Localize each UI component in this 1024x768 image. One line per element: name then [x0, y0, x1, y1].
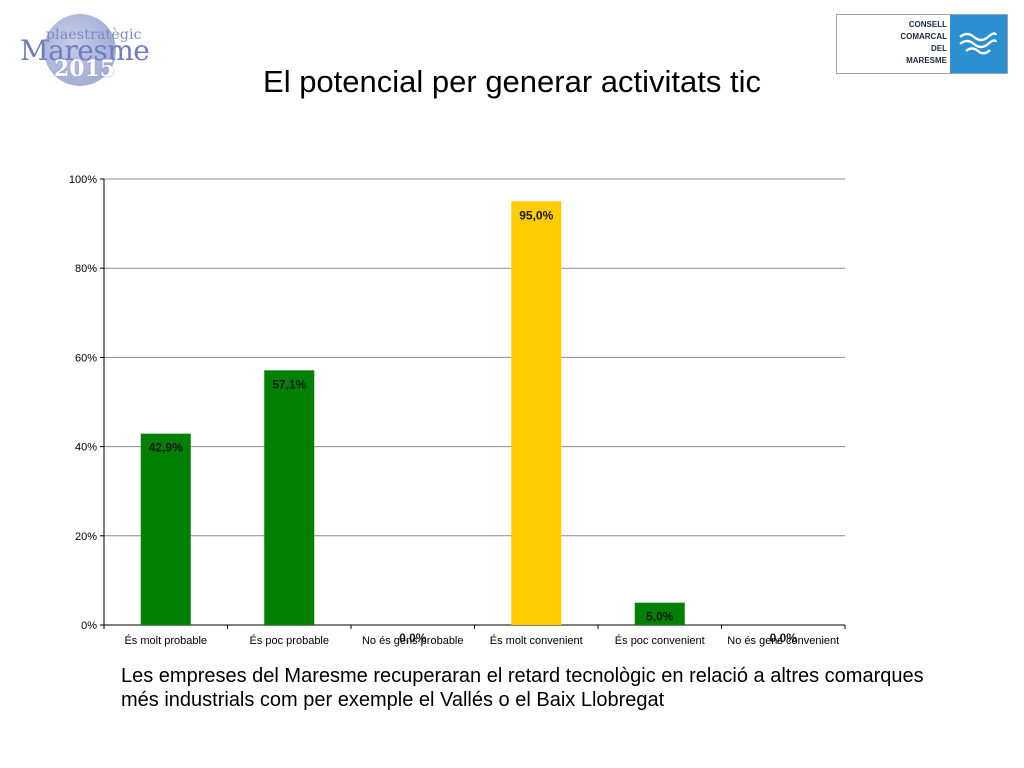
y-tick-label: 0%: [81, 620, 97, 632]
consell-logo-text: CONSELL COMARCAL DEL MARESME: [839, 19, 947, 67]
logo-line-1: plaestratègic: [46, 27, 142, 43]
y-tick-label: 80%: [75, 263, 97, 275]
wave-emblem-icon: [950, 15, 1007, 73]
x-tick-label: No és gens probable: [362, 635, 464, 647]
bar-chart: 0% 20% 40% 60% 80% 100% 42,9% És molt probable 5…: [69, 174, 846, 647]
consell-comarcal-logo: CONSELL COMARCAL DEL MARESME: [836, 14, 1008, 74]
data-label: 42,9%: [149, 441, 183, 455]
x-tick-label: És molt convenient: [490, 634, 583, 647]
x-tick-label: És molt probable: [124, 634, 207, 647]
data-label: 0,0%: [770, 631, 798, 645]
page-title: El potencial per generar activitats tic: [263, 64, 761, 99]
bar: [511, 201, 562, 626]
data-label: 0,0%: [399, 631, 427, 645]
consell-logo-line: COMARCAL: [900, 32, 947, 41]
data-label: 5,0%: [646, 610, 674, 624]
caption-text: Les empreses del Maresme recuperaran el …: [121, 665, 924, 711]
consell-logo-line: MARESME: [906, 56, 947, 65]
consell-logo-line: CONSELL: [908, 20, 947, 29]
y-tick-label: 20%: [75, 531, 97, 543]
data-label: 57,1%: [272, 377, 306, 391]
logo-line-3: 2015: [54, 56, 116, 82]
data-label: 95,0%: [519, 208, 553, 222]
x-tick-label: És poc convenient: [615, 634, 705, 647]
bar: [264, 370, 315, 625]
logo-circle: [44, 14, 116, 86]
consell-logo-line: DEL: [931, 44, 947, 53]
y-tick-label: 40%: [75, 442, 97, 454]
x-tick-label: És poc probable: [250, 634, 330, 647]
plaestrategic-logo: plaestratègic Maresme 2015: [18, 12, 150, 88]
bar: [140, 433, 191, 625]
x-tick-label: No és gens convenient: [727, 635, 839, 647]
bar: [634, 602, 685, 625]
logo-line-2: Maresme: [20, 34, 150, 67]
y-tick-label: 100%: [69, 174, 97, 186]
y-tick-label: 60%: [75, 352, 97, 364]
